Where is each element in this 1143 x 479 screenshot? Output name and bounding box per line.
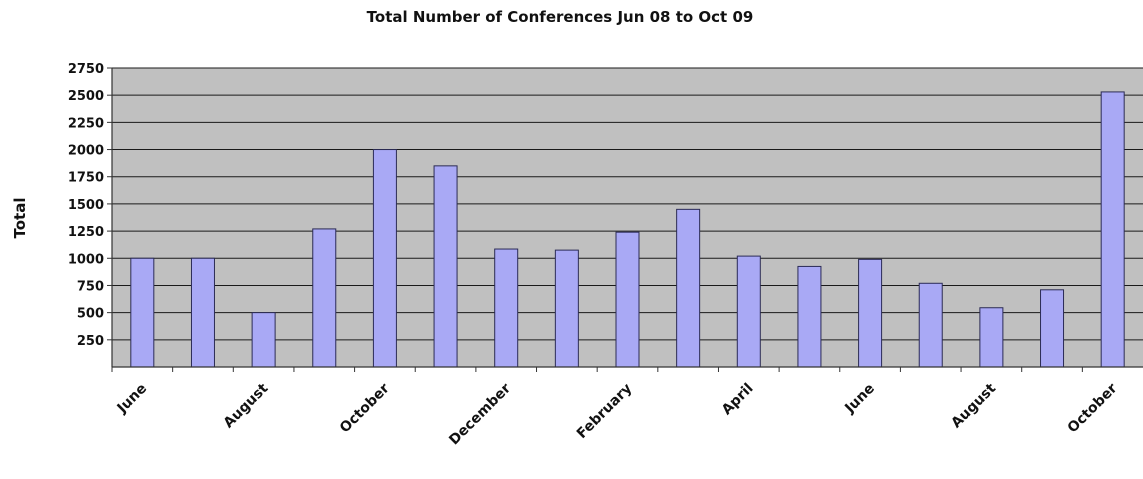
bar <box>979 307 1004 368</box>
bar <box>251 312 276 368</box>
x-tick-label: October <box>337 380 393 436</box>
y-ticks: 250 500 750 1000 1250 1500 1750 2000 2250 2500 275… <box>68 62 112 349</box>
bar <box>554 249 579 368</box>
x-tick-label: October <box>1065 380 1121 436</box>
bar <box>615 231 640 368</box>
bar <box>858 258 883 368</box>
y-tick-label: 1250 <box>68 225 104 240</box>
bar <box>1040 289 1065 368</box>
y-tick-label: 2000 <box>68 144 104 159</box>
chart-title: Total Number of Conferences Jun 08 to Oc… <box>367 8 754 26</box>
y-tick-label: 2750 <box>68 62 104 77</box>
x-ticks: June August October December February April Ju… <box>111 367 1121 448</box>
y-axis-label: Total <box>11 198 29 239</box>
y-tick-label: 1000 <box>68 252 104 267</box>
x-tick-label: April <box>719 381 757 419</box>
x-tick-label: December <box>446 380 514 448</box>
bar <box>918 282 943 368</box>
bar <box>433 165 458 368</box>
bar <box>312 228 337 368</box>
x-tick-label: August <box>948 380 999 431</box>
bars <box>130 91 1125 368</box>
y-tick-label: 750 <box>77 279 104 294</box>
bar <box>676 208 701 368</box>
x-tick-label: February <box>574 381 635 442</box>
x-tick-label: June <box>841 381 878 418</box>
y-tick-label: 250 <box>77 334 104 349</box>
x-tick-label: June <box>114 381 151 418</box>
bar <box>372 149 397 368</box>
x-tick-label: August <box>221 380 272 431</box>
y-tick-label: 2250 <box>68 116 104 131</box>
bar <box>797 265 822 368</box>
y-tick-label: 1500 <box>68 198 104 213</box>
y-tick-label: 500 <box>77 307 104 322</box>
bar <box>190 257 215 368</box>
bar <box>130 257 155 368</box>
bar <box>1100 91 1125 368</box>
y-tick-label: 1750 <box>68 171 104 186</box>
bar <box>736 255 761 368</box>
y-tick-label: 2500 <box>68 89 104 104</box>
bar <box>494 248 519 368</box>
